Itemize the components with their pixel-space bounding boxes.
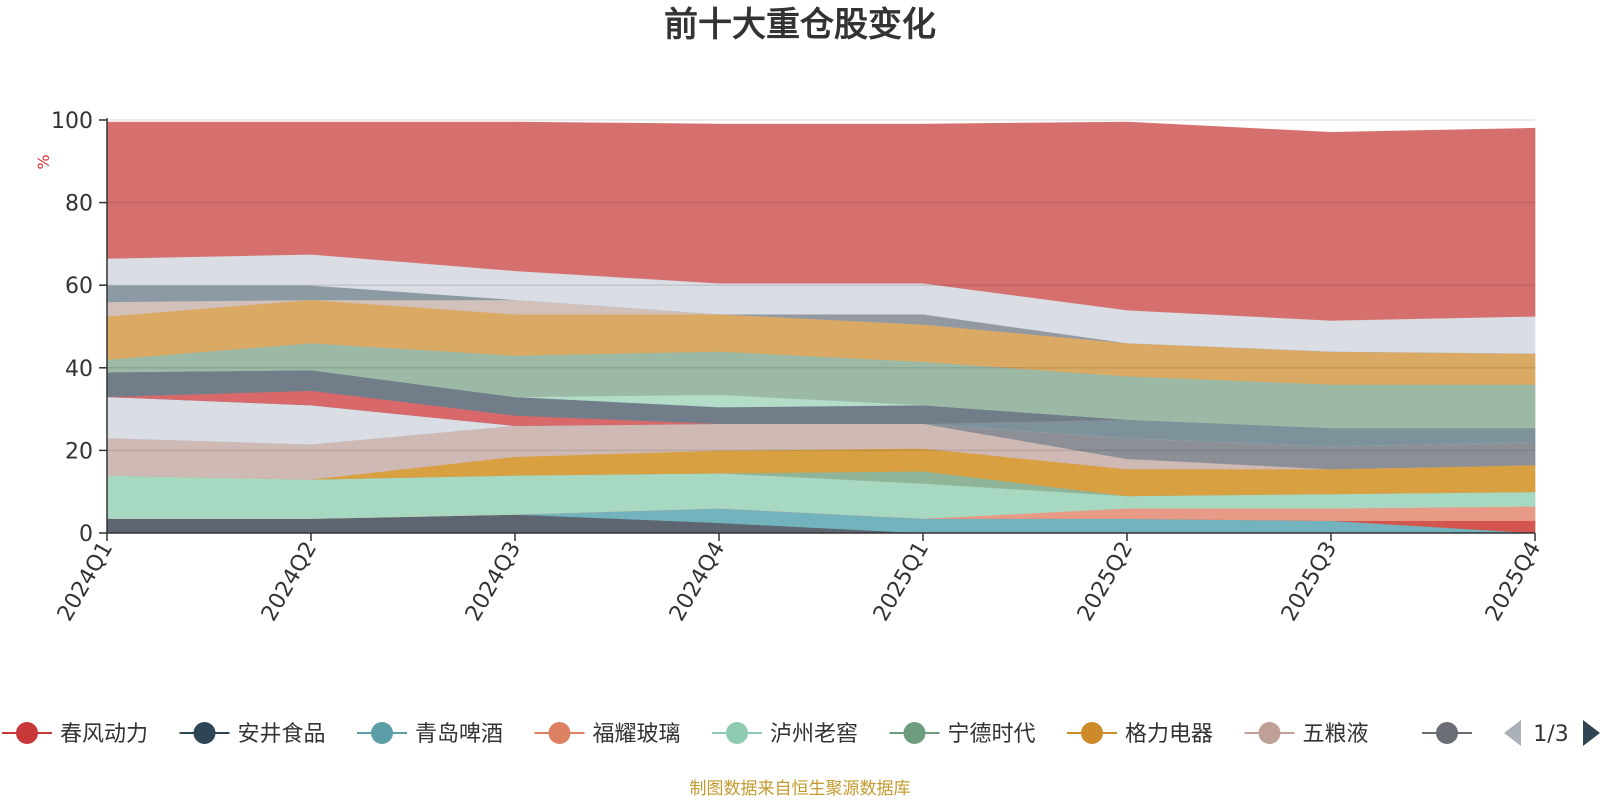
legend-marker <box>1436 722 1458 744</box>
legend-marker <box>1081 722 1103 744</box>
grid-lines <box>107 119 1535 452</box>
legend-label: 五粮液 <box>1303 722 1369 747</box>
legend-page-indicator: 1/3 <box>1533 722 1568 747</box>
legend-item[interactable]: 泸州老窖 <box>712 722 858 747</box>
legend-item[interactable]: 宁德时代 <box>889 722 1036 747</box>
legend-item[interactable]: 格力电器 <box>1067 722 1213 747</box>
y-tick-label: 0 <box>79 522 93 547</box>
legend-marker <box>548 722 571 744</box>
legend-label: 宁德时代 <box>948 722 1036 747</box>
legend-next-page-icon[interactable] <box>1583 720 1600 746</box>
legend-item[interactable]: 五粮液 <box>1244 722 1369 747</box>
x-tick-label: 2024Q3 <box>461 538 526 626</box>
legend-marker <box>16 722 38 744</box>
legend-marker <box>726 722 748 744</box>
area-series-21 <box>106 121 1536 321</box>
legend-marker <box>371 722 393 744</box>
x-tick-label: 2025Q4 <box>1481 538 1546 626</box>
legend-label: 福耀玻璃 <box>593 722 681 747</box>
legend-items: 春风动力 安井食品 青岛啤酒 福耀玻璃 泸州老窖 宁德时代 格力电器 五粮液 海尔智家 <box>2 722 1568 747</box>
legend-item[interactable]: 海尔智家 <box>1422 722 1568 747</box>
stacked-areas <box>106 121 1536 534</box>
legend-marker <box>903 722 926 744</box>
x-tick-label: 2025Q3 <box>1277 538 1342 626</box>
x-tick-label: 2024Q2 <box>257 538 322 626</box>
legend-label: 春风动力 <box>60 722 148 747</box>
y-tick-label: 60 <box>65 274 93 299</box>
legend-label: 格力电器 <box>1125 722 1213 747</box>
y-tick-label: 80 <box>65 192 93 217</box>
x-tick-label: 2024Q1 <box>53 538 118 626</box>
x-tick-label: 2024Q4 <box>665 538 730 626</box>
legend-marker <box>193 722 216 744</box>
y-tick-label: 20 <box>65 439 93 464</box>
x-tick-label: 2025Q1 <box>869 538 934 626</box>
legend-label: 青岛啤酒 <box>415 722 503 747</box>
legend-label: 安井食品 <box>238 722 326 747</box>
legend-item[interactable]: 福耀玻璃 <box>534 722 681 747</box>
x-tick-label: 2025Q2 <box>1073 538 1138 626</box>
y-tick-label: 40 <box>65 357 93 382</box>
y-tick-label: 100 <box>51 109 93 134</box>
legend-label: 泸州老窖 <box>770 722 858 747</box>
legend-marker <box>1258 722 1281 744</box>
legend-prev-page-icon[interactable] <box>1504 720 1521 746</box>
legend-item[interactable]: 安井食品 <box>179 722 326 747</box>
legend-item[interactable]: 春风动力 <box>2 722 148 747</box>
chart-title: 前十大重仓股变化 <box>664 5 936 45</box>
legend-item[interactable]: 青岛啤酒 <box>357 722 503 747</box>
y-axis-unit: % <box>34 154 53 169</box>
data-source-note: 制图数据来自恒生聚源数据库 <box>690 779 911 799</box>
